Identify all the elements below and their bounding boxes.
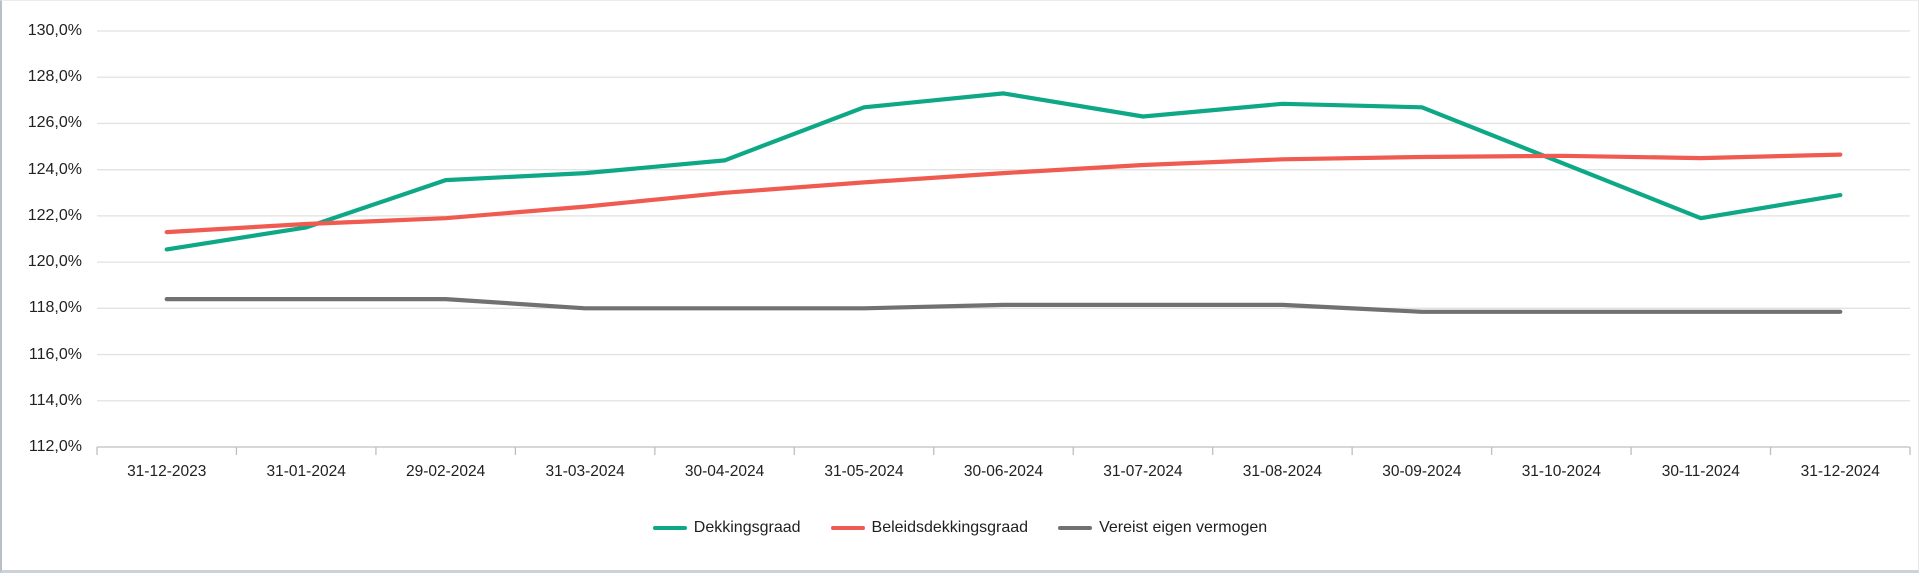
x-axis-tick-label: 31-01-2024	[266, 463, 346, 480]
x-axis-tick-label: 30-04-2024	[684, 463, 765, 480]
legend-label: Vereist eigen vermogen	[1099, 519, 1268, 536]
legend-item-dekkingsgraad: Dekkingsgraad	[652, 519, 801, 537]
y-axis-tick-label: 124,0%	[27, 160, 82, 178]
y-axis-tick-label: 118,0%	[28, 299, 82, 317]
series-line-dekkingsgraad	[164, 91, 1843, 252]
y-axis-tick-label: 120,0%	[27, 253, 82, 271]
y-axis-tick-label: 128,0%	[27, 68, 82, 86]
x-axis-tick-label: 31-12-2024	[1800, 463, 1880, 480]
legend-item-vereist-eigen-vermogen: Vereist eigen vermogen	[1058, 519, 1267, 537]
x-axis-tick-label: 31-07-2024	[1103, 463, 1183, 480]
x-axis-tick-label: 31-08-2024	[1242, 463, 1323, 480]
y-axis-tick-label: 126,0%	[27, 114, 82, 132]
x-axis-tick-label: 30-09-2024	[1382, 463, 1462, 480]
series-line-beleidsdekkingsgraad	[164, 152, 1843, 235]
x-axis-tick-label: 31-05-2024	[824, 463, 904, 480]
line-chart-plot-area	[96, 30, 1911, 455]
y-axis-tick-label: 112,0%	[28, 438, 82, 455]
series-line-vereist-eigen-vermogen	[164, 297, 1843, 314]
legend-line-swatch-green	[652, 526, 687, 530]
legend-item-beleidsdekkingsgraad: Beleidsdekkingsgraad	[830, 519, 1029, 537]
y-axis-tick-label: 130,0%	[27, 22, 82, 39]
legend-line-swatch-gray	[1058, 526, 1093, 530]
x-axis-tick-label: 30-06-2024	[963, 463, 1044, 480]
y-axis-tick-label: 116,0%	[28, 345, 82, 363]
legend-label: Beleidsdekkingsgraad	[871, 519, 1029, 536]
x-axis-tick-label: 30-11-2024	[1661, 463, 1740, 480]
y-axis-tick-label: 114,0%	[28, 391, 82, 409]
x-axis-tick-label: 31-10-2024	[1521, 463, 1601, 480]
x-axis-tick-label: 31-12-2023	[127, 463, 207, 480]
legend-line-swatch-red	[830, 526, 865, 530]
y-axis-tick-label: 122,0%	[27, 206, 82, 224]
x-axis-tick-label: 29-02-2024	[405, 463, 486, 480]
chart-legend: Dekkingsgraad Beleidsdekkingsgraad Verei…	[2, 519, 1918, 537]
x-axis-tick-label: 31-03-2024	[545, 463, 625, 480]
legend-label: Dekkingsgraad	[693, 519, 801, 536]
